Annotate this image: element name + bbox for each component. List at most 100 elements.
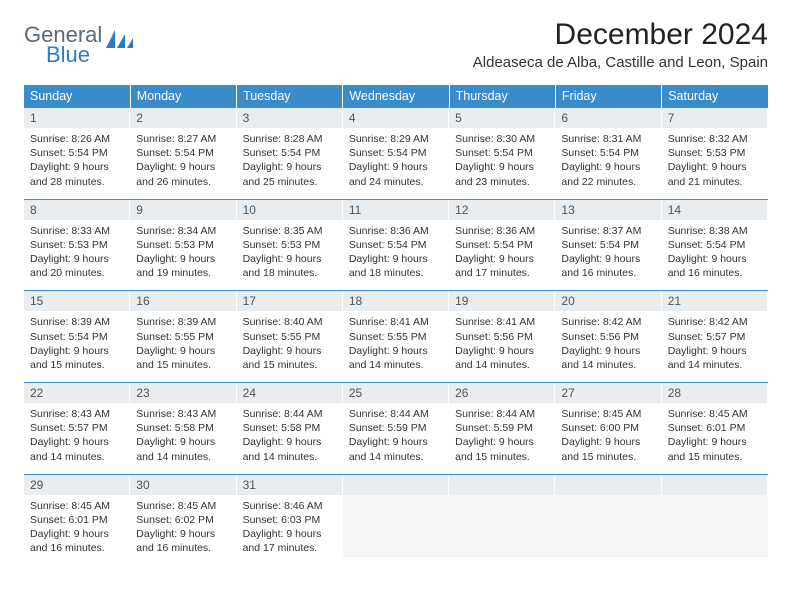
day-number-band: 29	[24, 475, 130, 495]
day-number-band: 16	[130, 291, 236, 311]
sunrise-line: Sunrise: 8:30 AM	[455, 132, 549, 146]
calendar-day-cell: 31Sunrise: 8:46 AMSunset: 6:03 PMDayligh…	[237, 474, 343, 565]
sunrise-line: Sunrise: 8:38 AM	[668, 224, 762, 238]
day-number-band: 27	[555, 383, 661, 403]
day-number-band: 6	[555, 108, 661, 128]
sunrise-line: Sunrise: 8:39 AM	[136, 315, 230, 329]
calendar-day-cell: 3Sunrise: 8:28 AMSunset: 5:54 PMDaylight…	[237, 108, 343, 200]
calendar-day-cell: 1Sunrise: 8:26 AMSunset: 5:54 PMDaylight…	[24, 108, 130, 200]
calendar-day-cell: 30Sunrise: 8:45 AMSunset: 6:02 PMDayligh…	[130, 474, 236, 565]
sunset-line: Sunset: 5:54 PM	[243, 146, 337, 160]
day-body-empty	[343, 495, 449, 557]
daylight-line: Daylight: 9 hours and 14 minutes.	[668, 344, 762, 372]
day-number-band: 14	[662, 200, 768, 220]
sunset-line: Sunset: 5:54 PM	[30, 330, 124, 344]
daylight-line: Daylight: 9 hours and 17 minutes.	[455, 252, 549, 280]
day-number-band: 4	[343, 108, 449, 128]
day-body: Sunrise: 8:45 AMSunset: 6:00 PMDaylight:…	[555, 403, 661, 474]
daylight-line: Daylight: 9 hours and 23 minutes.	[455, 160, 549, 188]
day-body-empty	[555, 495, 661, 557]
day-body: Sunrise: 8:36 AMSunset: 5:54 PMDaylight:…	[343, 220, 449, 291]
calendar-day-cell: 19Sunrise: 8:41 AMSunset: 5:56 PMDayligh…	[449, 291, 555, 383]
day-body-empty	[662, 495, 768, 557]
sunrise-line: Sunrise: 8:36 AM	[455, 224, 549, 238]
calendar-week-row: 15Sunrise: 8:39 AMSunset: 5:54 PMDayligh…	[24, 291, 768, 383]
day-of-week-header: Wednesday	[343, 85, 449, 108]
sunset-line: Sunset: 5:53 PM	[136, 238, 230, 252]
sunrise-line: Sunrise: 8:35 AM	[243, 224, 337, 238]
calendar-day-cell: 21Sunrise: 8:42 AMSunset: 5:57 PMDayligh…	[662, 291, 768, 383]
sunrise-line: Sunrise: 8:45 AM	[561, 407, 655, 421]
day-body: Sunrise: 8:33 AMSunset: 5:53 PMDaylight:…	[24, 220, 130, 291]
day-number-band: 5	[449, 108, 555, 128]
sunset-line: Sunset: 5:54 PM	[455, 146, 549, 160]
calendar-day-cell: 18Sunrise: 8:41 AMSunset: 5:55 PMDayligh…	[343, 291, 449, 383]
sunrise-line: Sunrise: 8:26 AM	[30, 132, 124, 146]
sunrise-line: Sunrise: 8:46 AM	[243, 499, 337, 513]
sunset-line: Sunset: 6:03 PM	[243, 513, 337, 527]
day-body: Sunrise: 8:30 AMSunset: 5:54 PMDaylight:…	[449, 128, 555, 199]
calendar-day-cell: 5Sunrise: 8:30 AMSunset: 5:54 PMDaylight…	[449, 108, 555, 200]
calendar-day-cell: 24Sunrise: 8:44 AMSunset: 5:58 PMDayligh…	[237, 383, 343, 475]
daylight-line: Daylight: 9 hours and 18 minutes.	[243, 252, 337, 280]
sunset-line: Sunset: 5:56 PM	[561, 330, 655, 344]
day-number-band: 28	[662, 383, 768, 403]
calendar-day-cell: 8Sunrise: 8:33 AMSunset: 5:53 PMDaylight…	[24, 199, 130, 291]
calendar-week-row: 29Sunrise: 8:45 AMSunset: 6:01 PMDayligh…	[24, 474, 768, 565]
day-body: Sunrise: 8:42 AMSunset: 5:56 PMDaylight:…	[555, 311, 661, 382]
sunset-line: Sunset: 5:54 PM	[455, 238, 549, 252]
day-number-band: 8	[24, 200, 130, 220]
daylight-line: Daylight: 9 hours and 16 minutes.	[136, 527, 230, 555]
daylight-line: Daylight: 9 hours and 14 minutes.	[136, 435, 230, 463]
day-number-band: 22	[24, 383, 130, 403]
sunrise-line: Sunrise: 8:45 AM	[136, 499, 230, 513]
calendar-body: 1Sunrise: 8:26 AMSunset: 5:54 PMDaylight…	[24, 108, 768, 566]
day-body: Sunrise: 8:45 AMSunset: 6:01 PMDaylight:…	[24, 495, 130, 566]
sunset-line: Sunset: 5:59 PM	[455, 421, 549, 435]
header: General Blue December 2024 Aldeaseca de …	[24, 18, 768, 73]
day-body: Sunrise: 8:32 AMSunset: 5:53 PMDaylight:…	[662, 128, 768, 199]
sunrise-line: Sunrise: 8:44 AM	[243, 407, 337, 421]
sunset-line: Sunset: 5:57 PM	[668, 330, 762, 344]
sunset-line: Sunset: 5:54 PM	[349, 146, 443, 160]
sunset-line: Sunset: 6:02 PM	[136, 513, 230, 527]
sunset-line: Sunset: 5:54 PM	[561, 238, 655, 252]
calendar-day-cell: 29Sunrise: 8:45 AMSunset: 6:01 PMDayligh…	[24, 474, 130, 565]
calendar-day-cell: 10Sunrise: 8:35 AMSunset: 5:53 PMDayligh…	[237, 199, 343, 291]
daylight-line: Daylight: 9 hours and 14 minutes.	[243, 435, 337, 463]
location-subtitle: Aldeaseca de Alba, Castille and Leon, Sp…	[473, 54, 768, 71]
daylight-line: Daylight: 9 hours and 19 minutes.	[136, 252, 230, 280]
daylight-line: Daylight: 9 hours and 15 minutes.	[561, 435, 655, 463]
daylight-line: Daylight: 9 hours and 14 minutes.	[30, 435, 124, 463]
daylight-line: Daylight: 9 hours and 14 minutes.	[561, 344, 655, 372]
daylight-line: Daylight: 9 hours and 15 minutes.	[30, 344, 124, 372]
title-block: December 2024 Aldeaseca de Alba, Castill…	[473, 18, 768, 73]
sunrise-line: Sunrise: 8:45 AM	[668, 407, 762, 421]
sunset-line: Sunset: 5:55 PM	[136, 330, 230, 344]
day-number-band: 25	[343, 383, 449, 403]
day-number-band: 24	[237, 383, 343, 403]
day-body: Sunrise: 8:39 AMSunset: 5:54 PMDaylight:…	[24, 311, 130, 382]
sunrise-line: Sunrise: 8:37 AM	[561, 224, 655, 238]
calendar-week-row: 1Sunrise: 8:26 AMSunset: 5:54 PMDaylight…	[24, 108, 768, 200]
day-body: Sunrise: 8:44 AMSunset: 5:59 PMDaylight:…	[449, 403, 555, 474]
calendar-day-cell	[555, 474, 661, 565]
daylight-line: Daylight: 9 hours and 15 minutes.	[668, 435, 762, 463]
calendar-day-cell: 15Sunrise: 8:39 AMSunset: 5:54 PMDayligh…	[24, 291, 130, 383]
day-number-band: 2	[130, 108, 236, 128]
calendar-day-cell: 7Sunrise: 8:32 AMSunset: 5:53 PMDaylight…	[662, 108, 768, 200]
calendar-week-row: 22Sunrise: 8:43 AMSunset: 5:57 PMDayligh…	[24, 383, 768, 475]
calendar-day-cell: 11Sunrise: 8:36 AMSunset: 5:54 PMDayligh…	[343, 199, 449, 291]
daylight-line: Daylight: 9 hours and 14 minutes.	[349, 435, 443, 463]
day-of-week-header: Saturday	[662, 85, 768, 108]
day-number-band: 13	[555, 200, 661, 220]
day-body: Sunrise: 8:37 AMSunset: 5:54 PMDaylight:…	[555, 220, 661, 291]
day-body: Sunrise: 8:45 AMSunset: 6:02 PMDaylight:…	[130, 495, 236, 566]
day-number-band: 21	[662, 291, 768, 311]
calendar-day-cell: 20Sunrise: 8:42 AMSunset: 5:56 PMDayligh…	[555, 291, 661, 383]
calendar-day-cell: 25Sunrise: 8:44 AMSunset: 5:59 PMDayligh…	[343, 383, 449, 475]
calendar-day-cell: 26Sunrise: 8:44 AMSunset: 5:59 PMDayligh…	[449, 383, 555, 475]
day-body: Sunrise: 8:42 AMSunset: 5:57 PMDaylight:…	[662, 311, 768, 382]
day-body: Sunrise: 8:40 AMSunset: 5:55 PMDaylight:…	[237, 311, 343, 382]
sunset-line: Sunset: 6:01 PM	[668, 421, 762, 435]
